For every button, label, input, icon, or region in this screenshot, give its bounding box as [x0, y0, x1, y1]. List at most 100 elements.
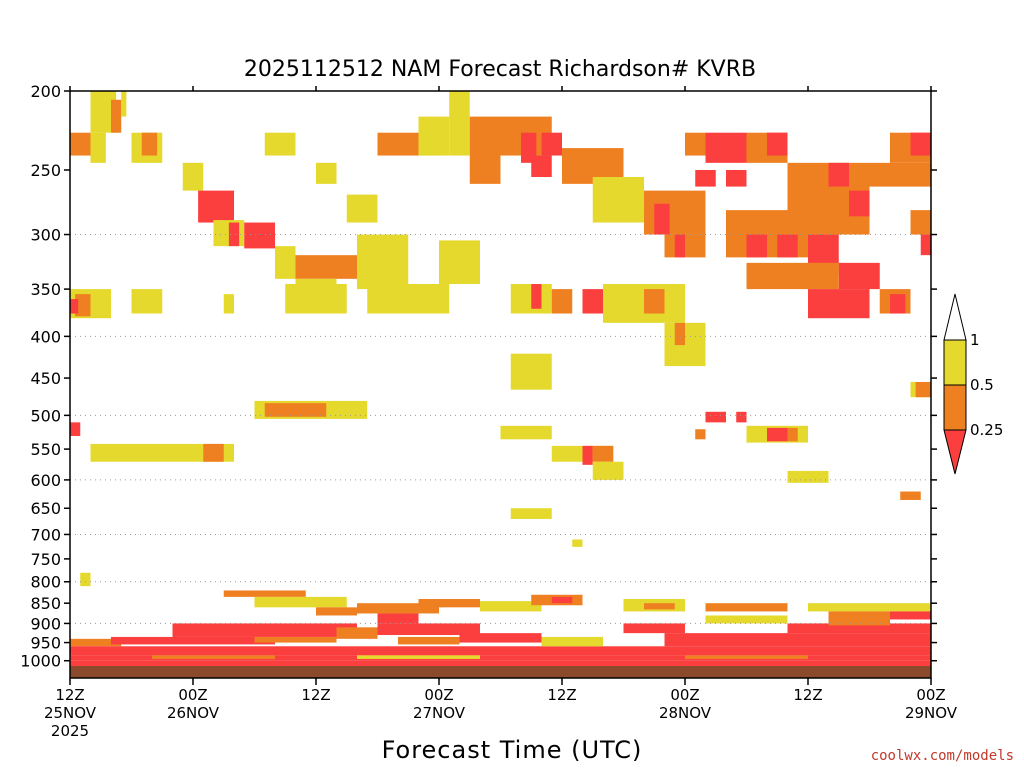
legend-label-0-5: 0.5 — [970, 376, 994, 394]
heat-cell-60 — [131, 289, 163, 314]
heat-cell-131 — [685, 655, 808, 659]
heat-cell-103 — [480, 601, 542, 612]
xtick-label-0-1: 12Z — [55, 686, 84, 704]
heat-cell-101 — [377, 613, 419, 624]
heat-cell-17 — [357, 234, 409, 290]
heat-cell-99 — [316, 607, 357, 616]
heat-cell-114 — [111, 636, 275, 645]
heat-cell-54 — [808, 289, 870, 319]
heat-cell-109 — [808, 603, 931, 612]
heat-cell-129 — [152, 655, 275, 659]
x-axis-label: Forecast Time (UTC) — [382, 736, 643, 764]
heat-cell-73 — [70, 422, 81, 436]
heat-cell-84 — [705, 411, 726, 423]
heat-cell-39 — [777, 234, 798, 258]
heat-cell-50 — [910, 210, 931, 235]
xtick-label-0-2: 25NOV — [44, 704, 97, 722]
heat-cell-7 — [182, 162, 204, 191]
ytick-label-900: 900 — [30, 614, 61, 633]
heat-cell-67 — [551, 289, 573, 314]
xtick-label-5-2: 28NOV — [659, 704, 712, 722]
grid-lines — [70, 234, 931, 624]
heat-cell-66 — [531, 284, 542, 309]
heat-cell-59 — [70, 299, 79, 314]
heat-cell-47 — [869, 162, 931, 187]
heat-cell-102 — [418, 599, 480, 608]
heat-cell-95 — [572, 539, 583, 547]
heat-cell-100 — [357, 603, 439, 614]
heat-cell-111 — [828, 611, 890, 620]
heat-cell-85 — [736, 411, 747, 423]
xtick-label-5-1: 00Z — [670, 686, 699, 704]
legend-label-0-25: 0.25 — [970, 421, 1003, 439]
heat-cell-62 — [285, 284, 347, 314]
heat-cell-123 — [664, 633, 931, 647]
heat-cell-33 — [705, 132, 747, 163]
heat-cell-82 — [592, 461, 624, 480]
xtick-label-0-3: 2025 — [51, 722, 89, 740]
heat-cell-86 — [695, 429, 706, 440]
heat-cell-38 — [746, 234, 767, 258]
heat-cell-72 — [674, 322, 685, 346]
heat-cell-1 — [111, 99, 122, 133]
heat-cell-83 — [510, 353, 552, 390]
heat-cell-105 — [551, 596, 573, 604]
heat-cell-46 — [849, 190, 870, 217]
heat-cell-24 — [521, 132, 537, 163]
legend-bottom-arrow — [943, 429, 967, 475]
heat-cell-3 — [70, 132, 91, 156]
heat-cell-42 — [767, 132, 788, 156]
heat-cell-89 — [787, 427, 798, 442]
heat-cell-125 — [787, 623, 931, 634]
heat-cell-18 — [346, 194, 378, 223]
heat-cell-93 — [900, 491, 921, 500]
heat-cell-61 — [223, 294, 234, 314]
credit-text: coolwx.com/models — [871, 748, 1014, 764]
chart-title: 2025112512 NAM Forecast Richardson# KVRB — [244, 57, 756, 82]
heat-cell-8 — [198, 190, 234, 223]
ytick-label-950: 950 — [30, 634, 61, 653]
xtick-label-3-1: 00Z — [424, 686, 453, 704]
color-legend: 1 0.5 0.25 — [943, 293, 1003, 475]
heat-cell-52 — [838, 262, 880, 290]
heat-cell-2 — [121, 91, 127, 117]
ytick-label-250: 250 — [30, 161, 61, 180]
heat-cell-43 — [787, 162, 829, 235]
legend-bin-yellow — [943, 339, 967, 386]
heat-cell-112 — [70, 638, 122, 647]
ytick-label-1000: 1000 — [20, 652, 61, 671]
legend-label-1: 1 — [970, 331, 980, 349]
heat-cell-56 — [890, 294, 906, 314]
heat-cell-20 — [418, 116, 450, 156]
heat-cell-119 — [398, 636, 460, 645]
heat-cell-124 — [705, 615, 788, 624]
heat-cell-13 — [316, 162, 337, 184]
ytick-label-400: 400 — [30, 327, 61, 346]
heat-cell-11 — [228, 222, 240, 247]
ytick-label-350: 350 — [30, 280, 61, 299]
heat-cell-10 — [244, 222, 275, 249]
xtick-label-1-1: 00Z — [178, 686, 207, 704]
heat-cell-30 — [654, 203, 670, 235]
heat-cell-21 — [449, 91, 470, 156]
legend-top-arrow — [943, 293, 967, 341]
heat-cell-81 — [592, 445, 614, 462]
heat-cell-113 — [70, 646, 931, 656]
heat-cell-117 — [336, 627, 378, 639]
xtick-label-7-1: 00Z — [916, 686, 945, 704]
heat-cell-29 — [644, 190, 706, 235]
ytick-label-300: 300 — [30, 226, 61, 245]
xtick-label-6-1: 12Z — [793, 686, 822, 704]
ytick-label-500: 500 — [30, 406, 61, 425]
legend-bin-orange — [943, 384, 967, 431]
heat-cell-98 — [254, 596, 347, 608]
heat-cell-92 — [915, 381, 931, 398]
heat-cell-116 — [254, 636, 337, 643]
ytick-label-200: 200 — [30, 82, 61, 101]
heat-cell-127 — [70, 655, 931, 661]
plot-frame — [69, 90, 932, 679]
heat-cell-80 — [582, 445, 593, 465]
heat-cell-75 — [203, 443, 224, 462]
heat-cell-28 — [592, 177, 644, 223]
